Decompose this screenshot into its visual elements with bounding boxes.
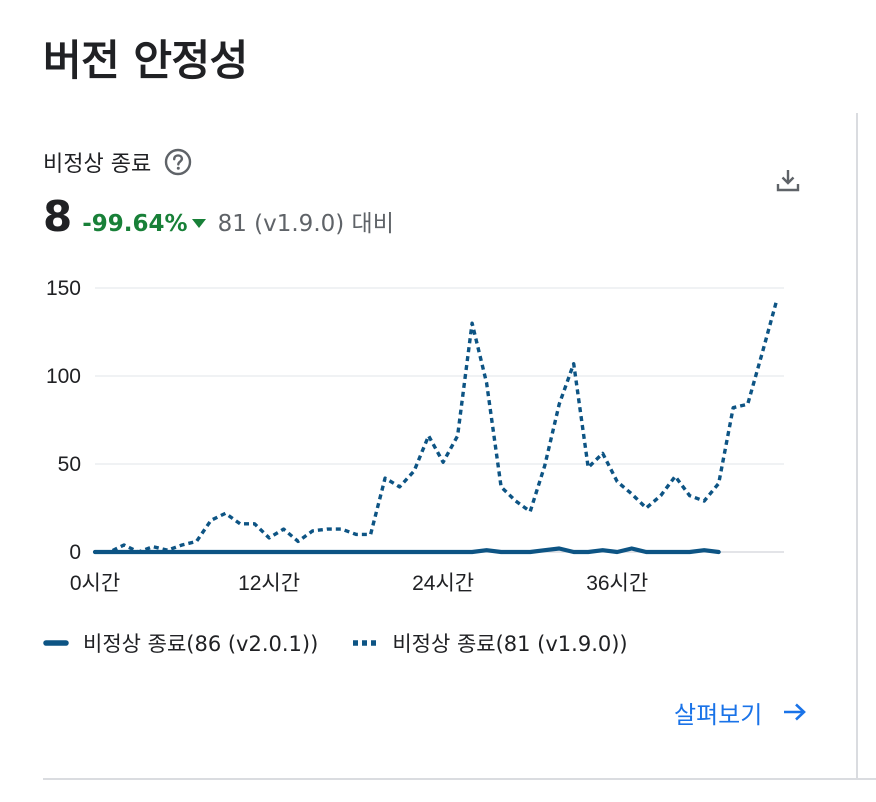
metric-summary: 8 -99.64% 81 (v1.9.0) 대비 (43, 192, 394, 246)
triangle-down-icon (191, 219, 206, 228)
x-tick-label: 36시간 (586, 572, 648, 595)
legend-swatch-dotted (353, 640, 378, 646)
metric-header: 비정상 종료 (43, 144, 193, 180)
series-line-v2-0-1 (92, 546, 721, 555)
y-tick-label: 50 (58, 453, 81, 476)
metric-compare-text: 81 (v1.9.0) 대비 (217, 211, 394, 237)
y-tick-label: 0 (69, 541, 81, 564)
y-tick-label: 150 (46, 277, 81, 300)
legend-item-series-1[interactable]: 비정상 종료(86 (v2.0.1)) (43, 628, 318, 658)
legend-swatch-solid (43, 640, 69, 646)
y-tick-label: 100 (46, 365, 81, 388)
download-icon[interactable] (774, 166, 802, 194)
explore-link-label: 살펴보기 (674, 700, 763, 729)
x-tick-label: 0시간 (70, 572, 120, 595)
legend-label: 비정상 종료(81 (v1.9.0)) (392, 632, 628, 656)
legend-label: 비정상 종료(86 (v2.0.1)) (83, 632, 319, 656)
series-line-v1-9-0 (95, 299, 779, 554)
explore-link[interactable]: 살펴보기 (674, 693, 808, 731)
arrow-right-icon (782, 702, 808, 722)
metric-change: -99.64% (82, 211, 188, 237)
card-divider-bottom (43, 778, 876, 780)
x-tick-label: 12시간 (238, 572, 300, 595)
chart-legend: 비정상 종료(86 (v2.0.1)) 비정상 종료(81 (v1.9.0)) (43, 625, 662, 661)
crash-line-chart: 0 50 100 150 0시간 12시간 24시간 36시간 (46, 277, 784, 595)
metric-value: 8 (43, 192, 73, 241)
metric-title: 비정상 종료 (43, 152, 152, 177)
page-title: 버전 안정성 (43, 36, 248, 85)
legend-item-series-2[interactable]: 비정상 종료(81 (v1.9.0)) (352, 628, 628, 658)
card-divider-right (856, 113, 858, 778)
help-circle-icon[interactable] (163, 147, 193, 177)
x-tick-label: 24시간 (412, 572, 474, 595)
